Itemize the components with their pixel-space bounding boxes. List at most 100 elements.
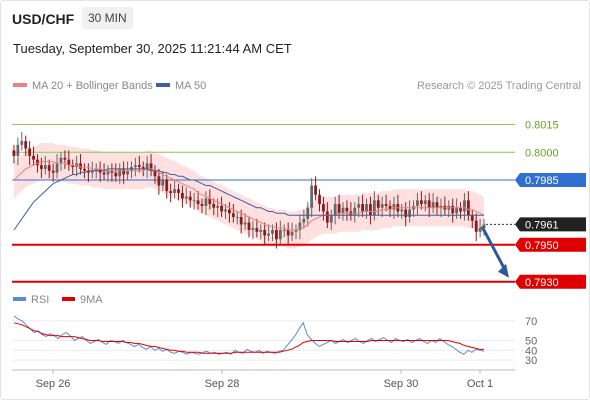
- candle-body: [325, 211, 329, 223]
- candle-body: [271, 229, 274, 234]
- candle-body: [318, 194, 321, 205]
- candle-body: [177, 189, 180, 193]
- candle-body: [435, 202, 439, 208]
- candle-body: [400, 209, 404, 212]
- candle-body: [247, 222, 251, 230]
- candle-body: [86, 170, 90, 173]
- candle-body: [372, 200, 376, 216]
- candle-body: [24, 141, 28, 149]
- rsi-tick-70: 70: [525, 316, 537, 328]
- candle-body: [204, 198, 208, 206]
- candle-body: [376, 200, 380, 208]
- level-tag-0.7930: [515, 274, 586, 289]
- candle-body: [290, 231, 294, 236]
- candle-body: [102, 172, 106, 175]
- ma50-line: [13, 168, 484, 231]
- candle-body: [51, 170, 55, 173]
- candle-body: [384, 204, 388, 206]
- ma9-swatch: [62, 297, 75, 302]
- candle-body: [243, 222, 247, 225]
- candle-body: [302, 218, 306, 223]
- candle-body: [275, 229, 278, 240]
- ma50-label: MA 50: [175, 80, 207, 92]
- candle-body: [235, 217, 239, 218]
- candle-body: [196, 200, 200, 205]
- candle-body: [322, 204, 325, 212]
- candle-body: [28, 148, 32, 156]
- candle-body: [192, 200, 196, 202]
- candle-body: [310, 185, 314, 208]
- candle-body: [106, 170, 110, 175]
- candle-body: [459, 207, 462, 212]
- candle-body: [39, 165, 43, 169]
- candle-body: [278, 229, 282, 240]
- x-tick-label: Sep 30: [384, 378, 419, 390]
- candle-body: [251, 228, 255, 230]
- candle-body: [181, 192, 184, 199]
- x-tick-label: Oct 1: [467, 378, 493, 390]
- rsi-label: RSI: [31, 294, 50, 306]
- candle-body: [224, 209, 227, 212]
- candle-body: [466, 200, 470, 216]
- candle-body: [212, 204, 216, 208]
- candle-body: [173, 189, 176, 193]
- level-label-0.7985: 0.7985: [525, 175, 559, 187]
- candle-body: [455, 207, 459, 214]
- level-label-0.7950: 0.7950: [525, 240, 559, 252]
- x-tick-label: Sep 26: [36, 378, 71, 390]
- candle-body: [220, 205, 223, 212]
- candle-body: [118, 168, 122, 177]
- rsi-tick-30: 30: [525, 355, 537, 367]
- candle-body: [110, 170, 114, 173]
- level-tag-0.7985: [515, 173, 586, 187]
- legend-ma20: MA 20 + Bollinger Bands: [13, 80, 153, 92]
- timestamp: Tuesday, September 30, 2025 11:21:44 AM …: [13, 41, 292, 56]
- candle-body: [392, 204, 396, 210]
- candle-body: [36, 159, 39, 166]
- candle-body: [431, 202, 435, 208]
- candle-body: [133, 165, 137, 168]
- candle-body: [12, 150, 16, 156]
- rsi-tick-50: 50: [525, 336, 537, 348]
- candle-body: [282, 229, 286, 231]
- rsi-tick-40: 40: [525, 345, 537, 357]
- timeframe-badge[interactable]: 30 MIN: [82, 7, 133, 29]
- candle-body: [200, 204, 204, 206]
- candle-body: [216, 205, 220, 208]
- rsi-swatch: [13, 297, 26, 302]
- ma20-label: MA 20 + Bollinger Bands: [32, 80, 153, 92]
- candle-body: [341, 207, 345, 214]
- candle-body: [137, 165, 141, 168]
- candle-body: [149, 163, 153, 171]
- candle-body: [63, 157, 67, 160]
- legend-ma50: MA 50: [156, 80, 206, 92]
- candle-body: [427, 200, 431, 208]
- candle-body: [353, 207, 357, 216]
- candle-body: [333, 204, 337, 216]
- candle-body: [43, 165, 47, 169]
- candle-body: [369, 204, 372, 216]
- candle-body: [32, 155, 35, 160]
- candle-body: [408, 209, 412, 217]
- candle-body: [55, 163, 59, 173]
- candle-body: [126, 170, 129, 175]
- candle-body: [314, 185, 317, 195]
- candle-body: [329, 215, 333, 223]
- candle-body: [474, 220, 478, 232]
- candle-body: [404, 209, 408, 217]
- candle-body: [482, 224, 486, 229]
- candle-body: [231, 213, 235, 217]
- candle-body: [470, 215, 474, 221]
- candle-body: [423, 200, 427, 205]
- candle-body: [259, 229, 263, 232]
- candle-body: [188, 196, 192, 201]
- candle-body: [83, 168, 86, 171]
- candle-body: [157, 176, 161, 186]
- candle-body: [90, 170, 94, 173]
- legend-9ma: 9MA: [62, 294, 103, 306]
- level-tag-0.7950: [515, 237, 586, 252]
- candle-body: [263, 229, 267, 236]
- ma20-swatch: [13, 83, 27, 88]
- candle-body: [337, 204, 341, 214]
